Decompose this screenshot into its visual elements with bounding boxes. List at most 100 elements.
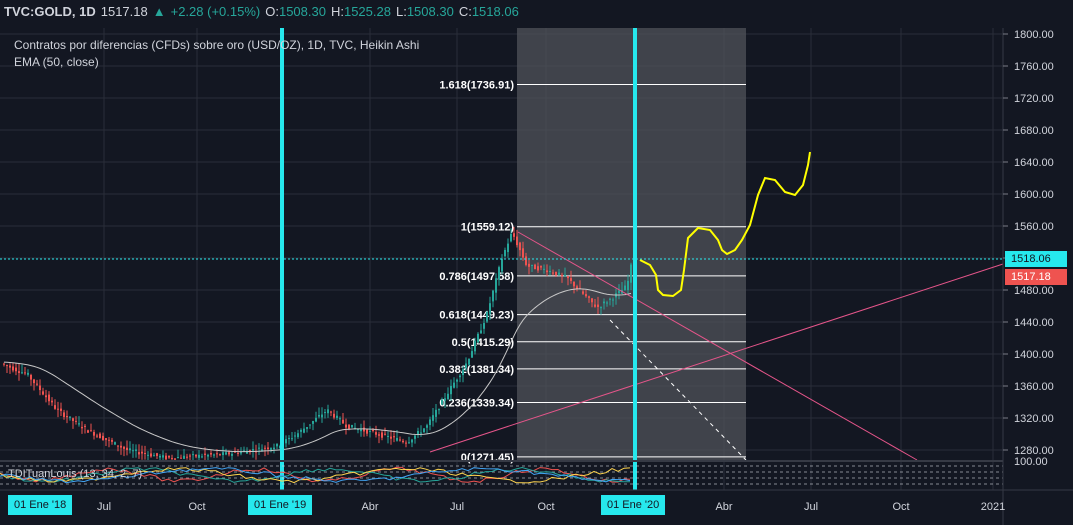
candle-body — [21, 372, 23, 374]
candle-body — [276, 443, 278, 447]
candle-body — [414, 435, 416, 439]
candle-body — [507, 243, 509, 253]
candle-body — [186, 456, 188, 458]
candle-body — [228, 452, 230, 455]
candle-series — [3, 226, 632, 460]
candle-body — [453, 382, 455, 388]
candle-body — [348, 424, 350, 429]
fibonacci-zone — [517, 28, 746, 462]
candle-body — [15, 367, 17, 372]
candle-body — [630, 264, 632, 283]
ema-legend[interactable]: EMA (50, close) — [14, 55, 99, 69]
candle-body — [552, 272, 554, 274]
candle-body — [57, 408, 59, 410]
indicator-legend[interactable]: TDITuanLouis (13, 34, 2, 7) — [8, 468, 143, 480]
candle-body — [135, 449, 137, 451]
candle-body — [537, 266, 539, 271]
candle-body — [546, 270, 548, 273]
candle-body — [456, 379, 458, 382]
candle-body — [495, 278, 497, 293]
time-tick-label: 2021 — [981, 501, 1005, 513]
candle-body — [420, 432, 422, 434]
candle-body — [63, 412, 65, 417]
time-tick-label: Jul — [804, 501, 818, 513]
candle-body — [426, 425, 428, 428]
candle-body — [222, 452, 224, 456]
candle-body — [516, 236, 518, 246]
time-tick-label: Jul — [450, 501, 464, 513]
date-tag-2019: 01 Ene '19 — [248, 495, 313, 515]
candle-body — [51, 400, 53, 403]
fib-level-label: 0.5(1415.29) — [452, 337, 515, 349]
candle-body — [519, 242, 521, 251]
candle-body — [159, 455, 161, 458]
candle-body — [201, 456, 203, 458]
candle-body — [324, 412, 326, 414]
ema-line — [3, 288, 632, 453]
fib-level-label: 0.236(1339.34) — [439, 398, 514, 410]
candle-body — [183, 455, 185, 459]
candle-body — [174, 458, 176, 460]
candle-body — [273, 447, 275, 450]
fib-level-label: 0.382(1381.34) — [439, 364, 514, 376]
candle-body — [594, 304, 596, 307]
candle-body — [87, 430, 89, 433]
candle-body — [312, 420, 314, 424]
time-tick-label: Abr — [715, 501, 732, 513]
candle-body — [93, 432, 95, 436]
candle-body — [606, 302, 608, 304]
candle-body — [588, 296, 590, 298]
time-axis: Jul Oct Abr Jul Oct Abr Jul Oct 2021 — [97, 501, 1005, 513]
symbol-label[interactable]: TVC:GOLD, 1D — [4, 4, 96, 19]
candle-body — [171, 457, 173, 459]
candle-body — [360, 429, 362, 432]
candle-body — [300, 429, 302, 432]
candle-body — [393, 436, 395, 438]
candle-body — [240, 451, 242, 454]
candle-body — [513, 233, 515, 237]
candle-body — [591, 298, 593, 303]
date-tag-2018: 01 Ene '18 — [8, 495, 73, 515]
candle-body — [90, 430, 92, 432]
candle-body — [258, 447, 260, 449]
candle-body — [534, 264, 536, 270]
candle-body — [381, 432, 383, 438]
candle-body — [363, 427, 365, 432]
freehand-drawing — [639, 151, 811, 298]
candle-body — [561, 274, 563, 276]
candle-body — [555, 271, 557, 276]
indicator-pane — [0, 465, 1003, 485]
projection-line — [609, 319, 747, 461]
candle-body — [369, 430, 371, 432]
price-tick-label: 1680.00 — [1014, 125, 1054, 137]
candle-body — [165, 455, 167, 460]
candle-body — [297, 433, 299, 438]
candle-body — [156, 453, 158, 456]
price-tick-label: 1320.00 — [1014, 413, 1054, 425]
candle-body — [531, 264, 533, 266]
candle-body — [108, 439, 110, 441]
candle-body — [267, 447, 269, 450]
candle-body — [327, 409, 329, 414]
indicator-line — [0, 466, 630, 483]
candle-body — [177, 457, 179, 459]
candle-body — [474, 340, 476, 352]
candle-body — [318, 414, 320, 417]
indicator-tick-label: 100.00 — [1014, 456, 1048, 468]
price-tick-label: 1760.00 — [1014, 61, 1054, 73]
candle-body — [231, 453, 233, 456]
candle-body — [81, 426, 83, 429]
time-tick-label: Oct — [892, 501, 909, 513]
candle-body — [285, 439, 287, 444]
candle-body — [72, 418, 74, 421]
candle-body — [351, 424, 353, 428]
candle-body — [117, 445, 119, 447]
candle-body — [12, 366, 14, 371]
candle-body — [357, 429, 359, 431]
candle-body — [315, 417, 317, 422]
candle-body — [153, 455, 155, 457]
candle-body — [525, 256, 527, 265]
time-tick-label: Oct — [537, 501, 554, 513]
candle-body — [84, 425, 86, 427]
